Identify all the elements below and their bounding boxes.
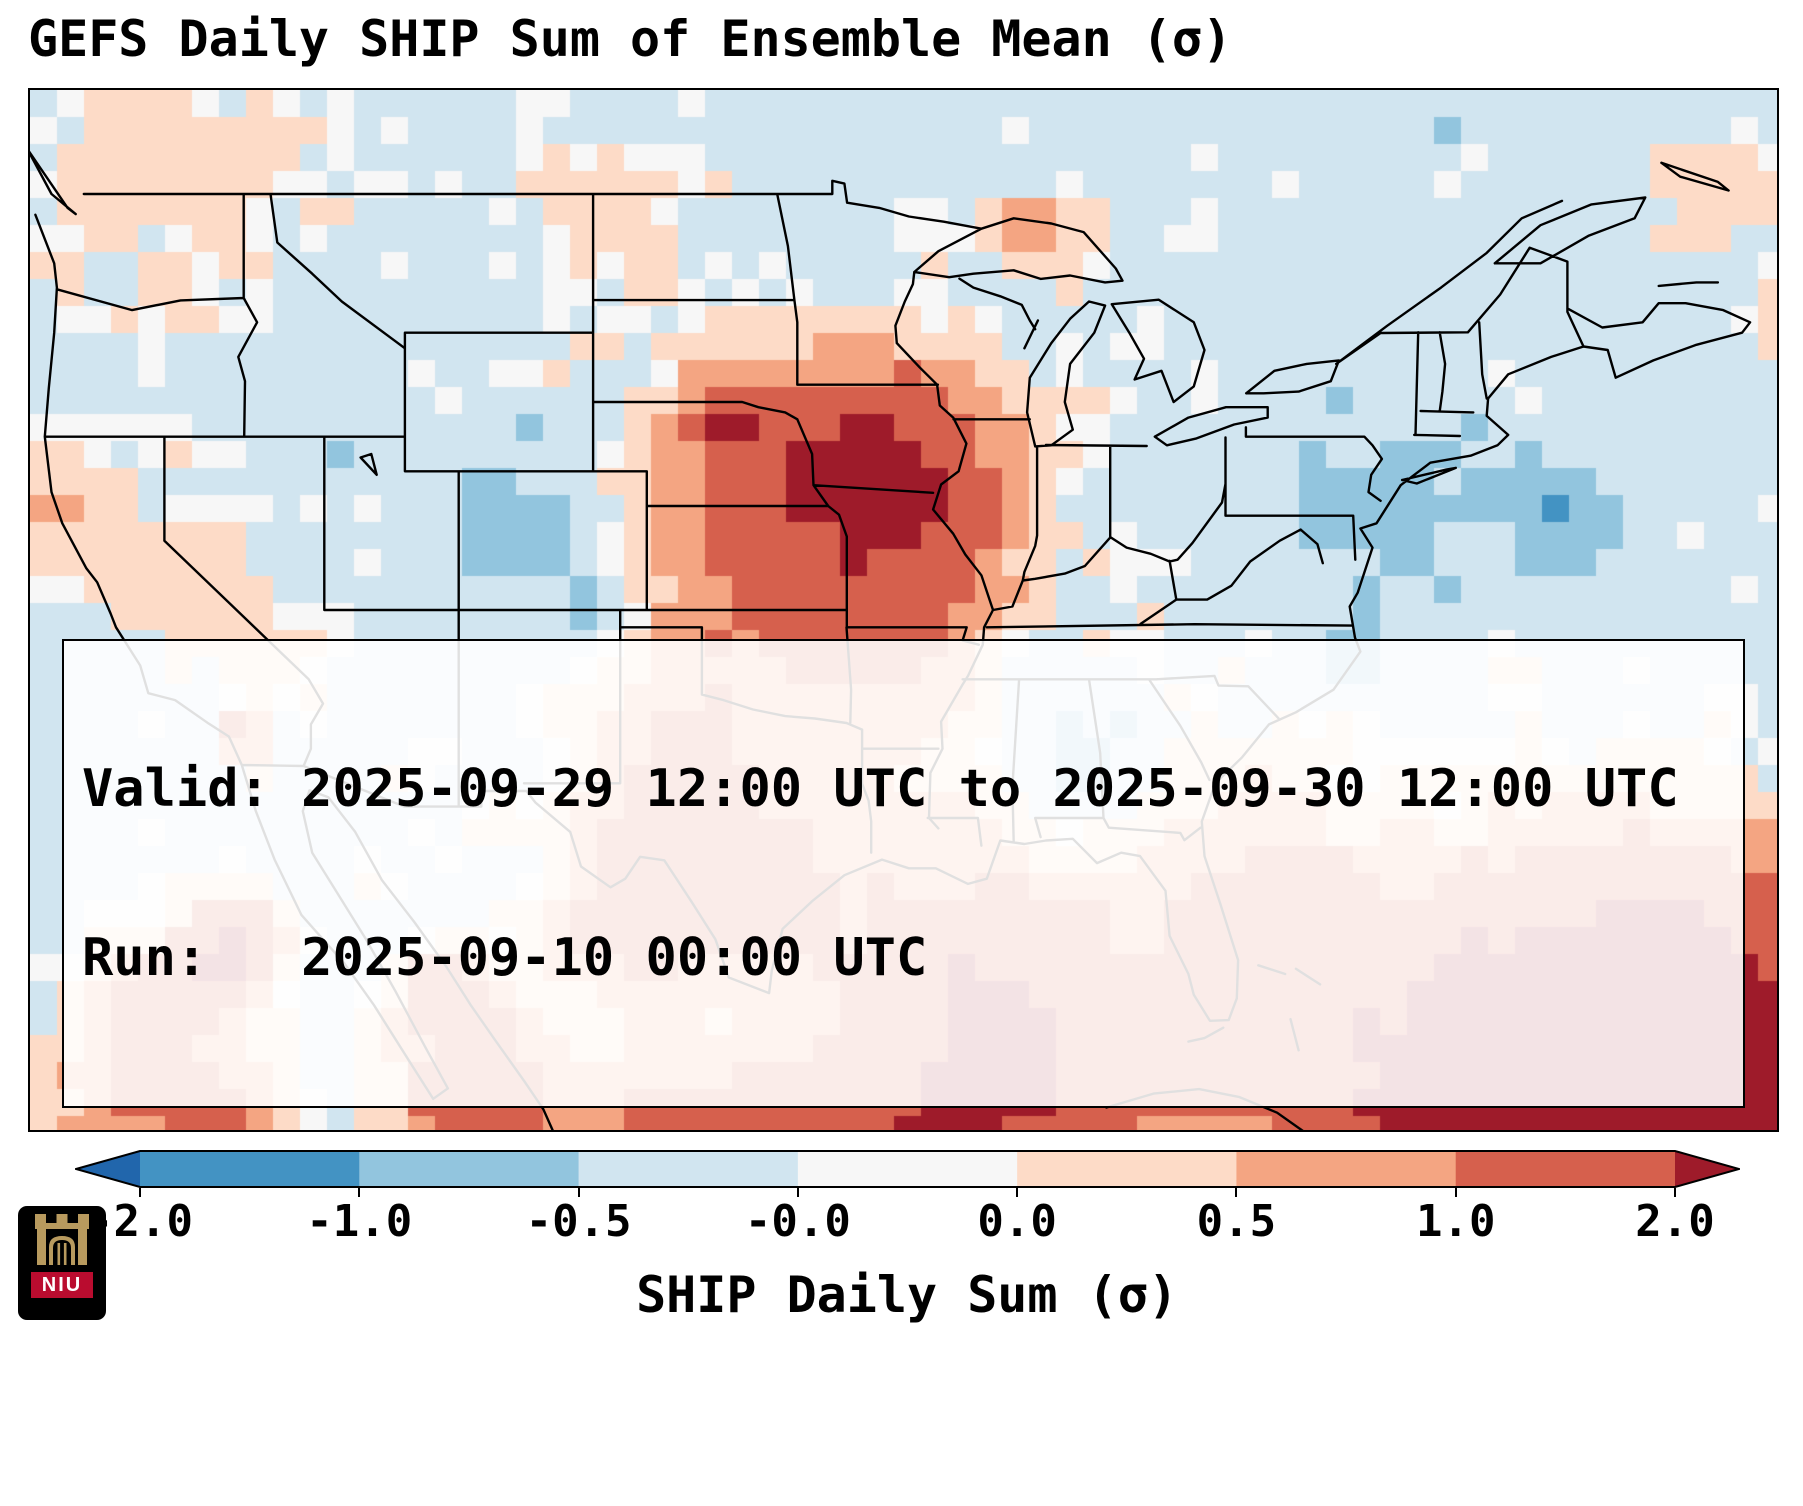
niu-logo: NIU xyxy=(18,1206,106,1320)
colorbar-tick-label: 1.0 xyxy=(1415,1196,1496,1247)
colorbar-tick xyxy=(577,1188,580,1197)
colorbar-tick xyxy=(1454,1188,1457,1197)
plot-title: GEFS Daily SHIP Sum of Ensemble Mean (σ) xyxy=(28,10,1233,68)
colorbar-tick xyxy=(1016,1188,1019,1197)
niu-castle-icon xyxy=(35,1214,89,1265)
colorbar-tick xyxy=(139,1188,141,1197)
forecast-info-box: Valid: 2025-09-29 12:00 UTC to 2025-09-3… xyxy=(62,638,1745,1108)
colorbar-tick-label: -0.0 xyxy=(744,1196,851,1247)
run-time-line: Run: 2025-09-10 00:00 UTC xyxy=(82,927,928,988)
colorbar-label: SHIP Daily Sum (σ) xyxy=(636,1266,1178,1324)
colorbar: -2.0 -1.0 -0.5 -0.0 0.0 0.5 1.0 2.0 xyxy=(72,1150,1743,1247)
colorbar-tick xyxy=(796,1188,799,1197)
colorbar-tick-label: 0.0 xyxy=(977,1196,1057,1247)
map-panel: Valid: 2025-09-29 12:00 UTC to 2025-09-3… xyxy=(28,88,1779,1132)
colorbar-tick xyxy=(358,1188,361,1197)
colorbar-gradient xyxy=(72,1150,1743,1188)
colorbar-tick xyxy=(1235,1188,1238,1197)
colorbar-tick-label: 2.0 xyxy=(1635,1196,1715,1247)
colorbar-tick-label: 0.5 xyxy=(1196,1196,1277,1247)
colorbar-tick-label: -1.0 xyxy=(306,1196,413,1247)
niu-logo-text: NIU xyxy=(31,1272,93,1298)
valid-time-line: Valid: 2025-09-29 12:00 UTC to 2025-09-3… xyxy=(82,759,1679,820)
colorbar-tick-label: -0.5 xyxy=(525,1196,632,1247)
colorbar-tick xyxy=(1674,1188,1676,1197)
